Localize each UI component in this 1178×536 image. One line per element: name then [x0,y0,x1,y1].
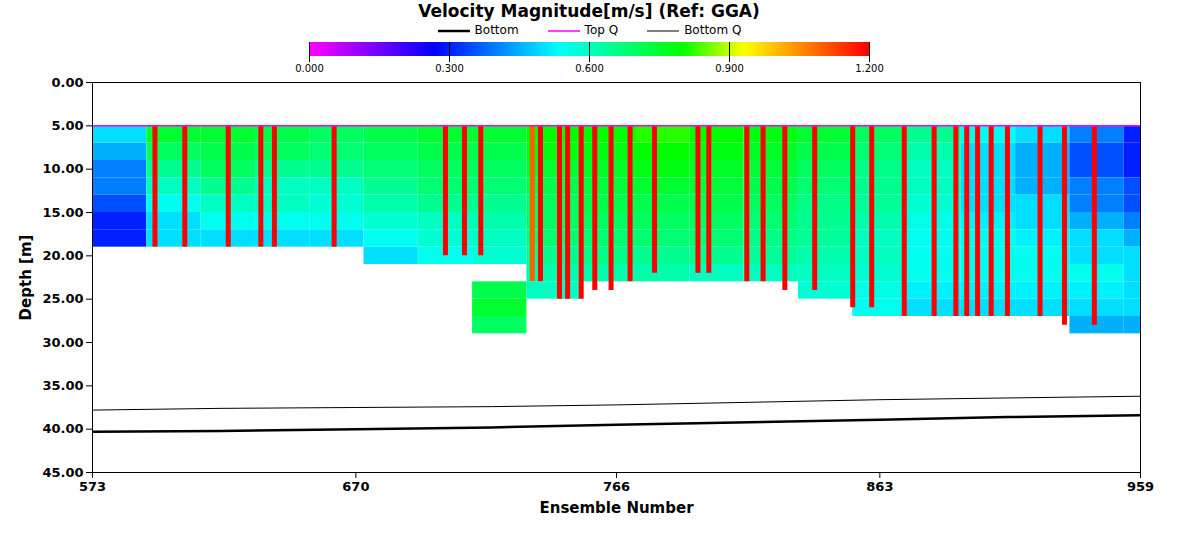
svg-text:45.00: 45.00 [42,465,83,480]
html-text:Bottom Q: Bottom Q [684,23,742,37]
svg-text:863: 863 [866,479,893,494]
svg-text:25.00: 25.00 [42,291,83,306]
svg-text:0.300: 0.300 [435,63,464,74]
svg-text:1.200: 1.200 [855,63,884,74]
svg-text:35.00: 35.00 [42,378,83,393]
svg-text:15.00: 15.00 [42,205,83,220]
svg-text:959: 959 [1127,479,1154,494]
svg-text:573: 573 [79,479,106,494]
html-text:Velocity Magnitude[m/s] (Ref:: Velocity Magnitude[m/s] (Ref: GGA) [418,1,760,21]
svg-text:5.00: 5.00 [51,118,83,133]
svg-text:0.000: 0.000 [295,63,324,74]
svg-text:670: 670 [342,479,369,494]
svg-text:0.900: 0.900 [715,63,744,74]
svg-text:30.00: 30.00 [42,335,83,350]
svg-text:Ensemble Number: Ensemble Number [539,499,694,517]
svg-text:766: 766 [603,479,630,494]
svg-text:20.00: 20.00 [42,248,83,263]
svg-text:10.00: 10.00 [42,161,83,176]
svg-text:0.00: 0.00 [51,75,83,90]
svg-text:40.00: 40.00 [42,421,83,436]
svg-text:0.600: 0.600 [575,63,604,74]
html-text:Top Q: Top Q [584,23,619,37]
svg-text:Depth [m]: Depth [m] [17,235,35,321]
html-text:Bottom: Bottom [474,23,519,37]
